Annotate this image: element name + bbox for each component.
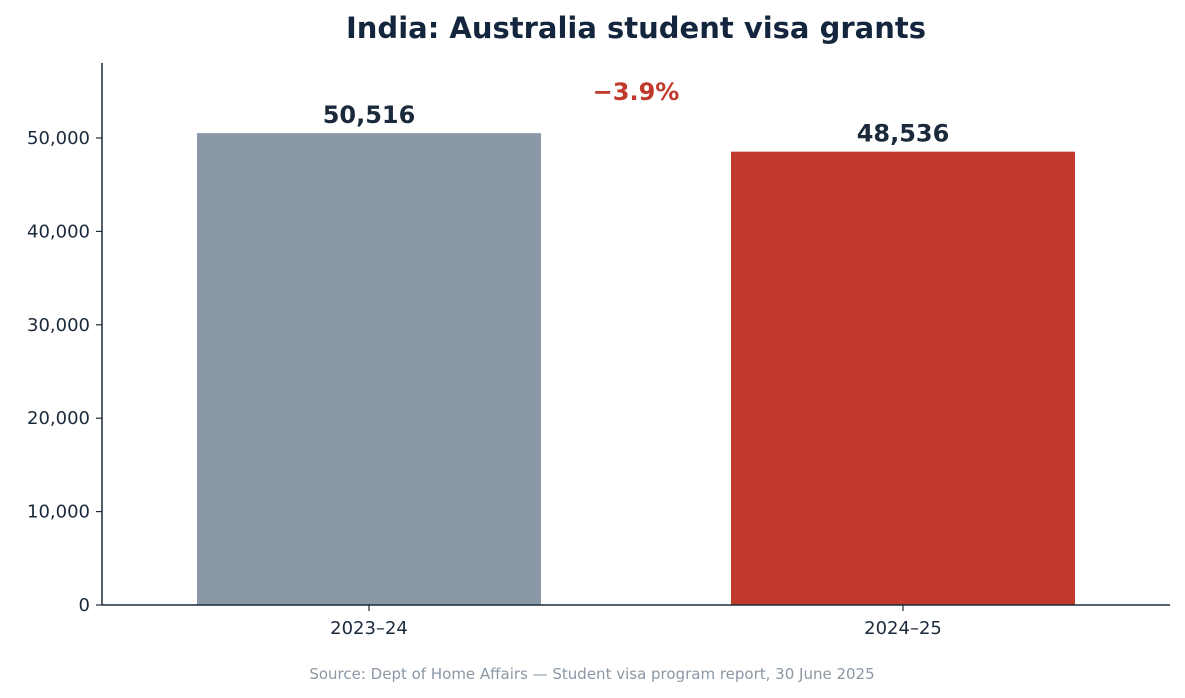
bar-1 <box>197 133 541 606</box>
x-axis-ticks: 2023–24 2024–25 <box>330 605 942 639</box>
y-tick-label: 30,000 <box>27 315 90 336</box>
y-tick-label: 0 <box>79 595 90 616</box>
y-tick-label: 10,000 <box>27 502 90 523</box>
chart-title: India: Australia student visa grants <box>346 11 926 45</box>
bar-2 <box>731 151 1075 605</box>
change-annotation: −3.9% <box>593 78 680 106</box>
plot-area: 50,516 48,536 <box>197 101 1075 606</box>
y-tick-label: 50,000 <box>27 128 90 149</box>
y-tick-label: 20,000 <box>27 408 90 429</box>
y-axis-ticks: 0 10,000 20,000 30,000 40,000 50,000 <box>27 128 102 616</box>
data-label-2: 48,536 <box>857 120 950 148</box>
x-tick-label: 2024–25 <box>864 618 942 639</box>
data-label-1: 50,516 <box>323 101 416 129</box>
source-note: Source: Dept of Home Affairs — Student v… <box>309 665 874 683</box>
x-tick-label: 2023–24 <box>330 618 408 639</box>
y-tick-label: 40,000 <box>27 221 90 242</box>
